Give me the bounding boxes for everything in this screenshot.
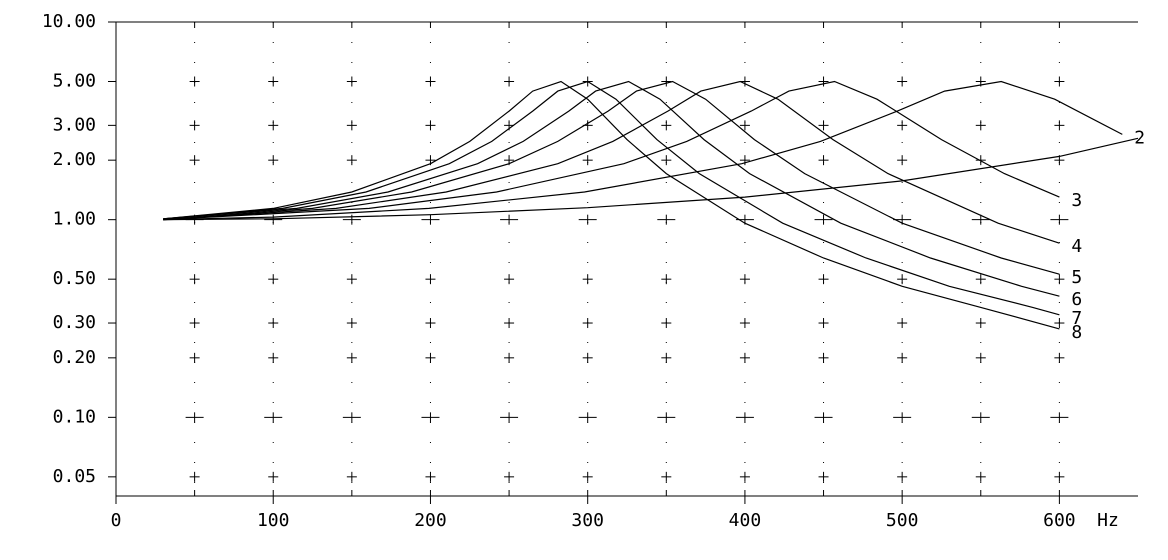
curve xyxy=(163,80,1060,275)
curve-label: 5 xyxy=(1071,267,1082,288)
curve-label: 2 xyxy=(1134,127,1145,148)
curve xyxy=(163,80,1060,244)
curve xyxy=(163,80,1060,330)
curve-label: 4 xyxy=(1071,236,1082,257)
y-tick-label: 0.20 xyxy=(53,347,96,368)
y-tick-label: 0.10 xyxy=(53,406,96,427)
x-tick-label: 0 xyxy=(111,510,122,531)
curve-label: 3 xyxy=(1071,190,1082,211)
curve xyxy=(163,80,1060,221)
curve xyxy=(163,80,1060,297)
x-axis-unit: Hz xyxy=(1097,510,1119,531)
y-tick-label: 0.30 xyxy=(53,312,96,333)
x-tick-label: 100 xyxy=(257,510,290,531)
x-tick-label: 400 xyxy=(729,510,762,531)
curve-label: 7 xyxy=(1071,308,1082,329)
y-tick-label: 2.00 xyxy=(53,149,96,170)
x-tick-label: 300 xyxy=(571,510,604,531)
y-tick-label: 0.50 xyxy=(53,268,96,289)
y-tick-label: 10.00 xyxy=(42,11,96,32)
curve xyxy=(163,80,1060,316)
y-tick-label: 1.00 xyxy=(53,209,96,230)
curve xyxy=(163,80,1123,221)
x-tick-label: 200 xyxy=(414,510,447,531)
y-tick-label: 0.05 xyxy=(53,466,96,487)
curve-label: 8 xyxy=(1071,322,1082,343)
x-tick-label: 600 xyxy=(1043,510,1076,531)
curve-label: 6 xyxy=(1071,289,1082,310)
y-tick-label: 5.00 xyxy=(53,71,96,92)
curve xyxy=(163,137,1139,221)
x-tick-label: 500 xyxy=(886,510,919,531)
y-tick-label: 3.00 xyxy=(53,114,96,135)
